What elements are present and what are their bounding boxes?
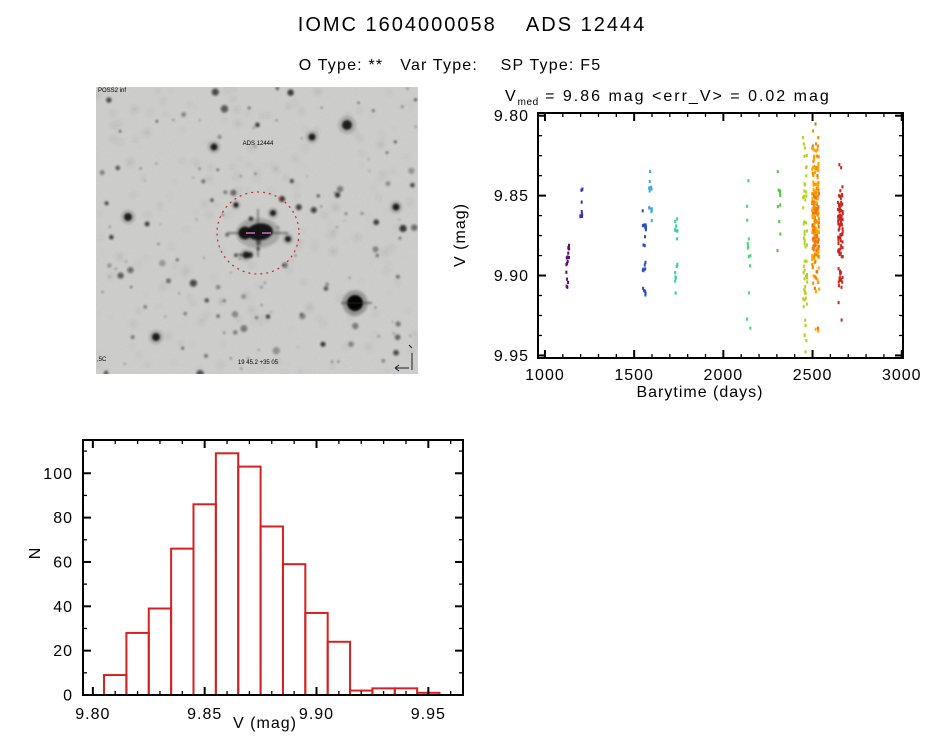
lightcurve-plot: Vmed = 9.86 mag <err_V> = 0.02 mag 1000 1…	[452, 85, 944, 425]
lightcurve-canvas: 1000 1500 2000 2500 3000 9.80 9.85 9.90 9.95	[494, 108, 922, 384]
finder-image: POSS2 inf ADS 12444 19 45.2 +35 05 ,5C	[96, 87, 418, 374]
svg-text:9.80: 9.80	[494, 108, 529, 125]
scatter-axes: 1000 1500 2000 2500 3000 9.80 9.85 9.90 9.95	[494, 108, 922, 384]
lightcurve-ylabel: V (mag)	[452, 203, 469, 267]
svg-text:0: 0	[63, 688, 73, 705]
histogram-xlabel: V (mag)	[233, 715, 297, 732]
svg-text:9.90: 9.90	[494, 268, 529, 285]
svg-text:20: 20	[53, 643, 73, 660]
svg-text:9.95: 9.95	[494, 348, 529, 365]
svg-text:9.95: 9.95	[411, 706, 446, 723]
page-title: IOMC 1604000058 ADS 12444	[297, 14, 647, 36]
svg-text:9.90: 9.90	[299, 706, 334, 723]
svg-text:100: 100	[43, 466, 73, 483]
svg-text:9.80: 9.80	[75, 706, 110, 723]
stars	[99, 87, 418, 374]
histogram-ylabel: N	[27, 546, 44, 560]
finder-corner-label: ,5C	[97, 357, 107, 363]
svg-text:3000: 3000	[882, 367, 922, 384]
finder-coord-label: 19 45.2 +35 05	[237, 360, 279, 366]
svg-text:9.85: 9.85	[187, 706, 222, 723]
lightcurve-xlabel: Barytime (days)	[636, 384, 764, 401]
svg-text:2500: 2500	[793, 367, 833, 384]
lightcurve-title: Vmed = 9.86 mag <err_V> = 0.02 mag	[505, 88, 831, 109]
svg-text:2000: 2000	[704, 367, 744, 384]
svg-text:1500: 1500	[614, 367, 654, 384]
svg-text:40: 40	[53, 599, 73, 616]
svg-text:80: 80	[53, 510, 73, 527]
page-subtitle: O Type: ** Var Type: SP Type: F5	[298, 57, 602, 74]
compass-icon	[394, 344, 413, 372]
svg-text:60: 60	[53, 554, 73, 571]
target-circle	[216, 191, 300, 275]
histogram-canvas: 9.80 9.85 9.90 9.95 0 20 40 60 80 100	[43, 439, 464, 723]
finder-overlays	[216, 191, 300, 275]
svg-text:1000: 1000	[525, 367, 565, 384]
scatter-points	[565, 122, 844, 354]
starfield	[96, 87, 418, 374]
finder-survey-label: POSS2 inf	[98, 88, 127, 94]
histogram-plot: 9.80 9.85 9.90 9.95 0 20 40 60 80 100 V (mag) N	[15, 425, 490, 747]
histogram-bars	[103, 452, 441, 697]
histogram-axes: 9.80 9.85 9.90 9.95 0 20 40 60 80 100	[43, 439, 464, 723]
finder-target-label: ADS 12444	[242, 141, 274, 147]
svg-text:9.85: 9.85	[494, 188, 529, 205]
faint-stars	[96, 87, 418, 374]
